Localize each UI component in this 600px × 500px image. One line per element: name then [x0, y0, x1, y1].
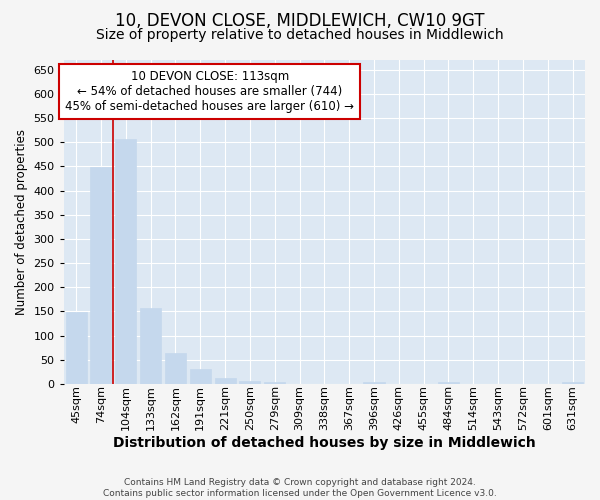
Bar	[91, 167, 112, 384]
Bar	[140, 308, 161, 384]
Bar	[165, 352, 186, 384]
Text: Size of property relative to detached houses in Middlewich: Size of property relative to detached ho…	[96, 28, 504, 42]
Bar	[65, 312, 86, 384]
Text: 10 DEVON CLOSE: 113sqm
← 54% of detached houses are smaller (744)
45% of semi-de: 10 DEVON CLOSE: 113sqm ← 54% of detached…	[65, 70, 354, 112]
Bar	[438, 382, 459, 384]
Y-axis label: Number of detached properties: Number of detached properties	[15, 129, 28, 315]
Bar	[264, 382, 285, 384]
Bar	[364, 382, 385, 384]
Bar	[190, 370, 211, 384]
Bar	[239, 380, 260, 384]
Bar	[562, 382, 583, 384]
Text: 10, DEVON CLOSE, MIDDLEWICH, CW10 9GT: 10, DEVON CLOSE, MIDDLEWICH, CW10 9GT	[115, 12, 485, 30]
Bar	[215, 378, 236, 384]
Bar	[115, 139, 136, 384]
X-axis label: Distribution of detached houses by size in Middlewich: Distribution of detached houses by size …	[113, 436, 536, 450]
Text: Contains HM Land Registry data © Crown copyright and database right 2024.
Contai: Contains HM Land Registry data © Crown c…	[103, 478, 497, 498]
